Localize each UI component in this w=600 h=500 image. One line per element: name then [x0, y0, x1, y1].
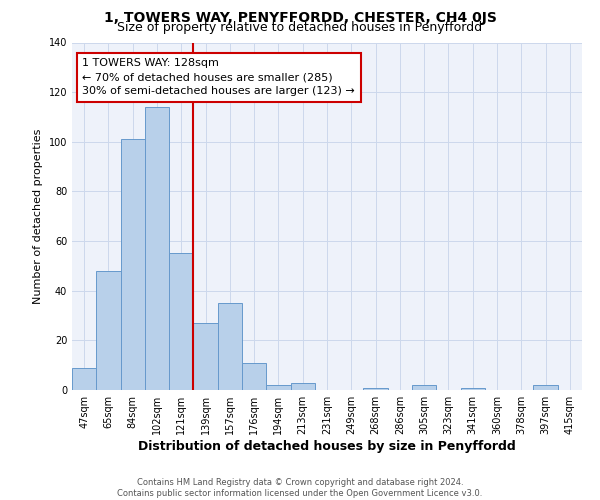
Y-axis label: Number of detached properties: Number of detached properties — [33, 128, 43, 304]
X-axis label: Distribution of detached houses by size in Penyffordd: Distribution of detached houses by size … — [138, 440, 516, 453]
Bar — [533, 385, 558, 390]
Bar — [412, 385, 436, 390]
Text: Contains HM Land Registry data © Crown copyright and database right 2024.
Contai: Contains HM Land Registry data © Crown c… — [118, 478, 482, 498]
Bar — [193, 323, 218, 390]
Bar — [121, 140, 145, 390]
Text: 1 TOWERS WAY: 128sqm
← 70% of detached houses are smaller (285)
30% of semi-deta: 1 TOWERS WAY: 128sqm ← 70% of detached h… — [82, 58, 355, 96]
Text: Size of property relative to detached houses in Penyffordd: Size of property relative to detached ho… — [118, 22, 482, 35]
Bar — [145, 107, 169, 390]
Bar — [96, 271, 121, 390]
Bar — [290, 382, 315, 390]
Bar — [364, 388, 388, 390]
Bar — [169, 254, 193, 390]
Bar — [242, 362, 266, 390]
Bar — [218, 303, 242, 390]
Text: 1, TOWERS WAY, PENYFFORDD, CHESTER, CH4 0JS: 1, TOWERS WAY, PENYFFORDD, CHESTER, CH4 … — [104, 11, 496, 25]
Bar — [461, 388, 485, 390]
Bar — [266, 385, 290, 390]
Bar — [72, 368, 96, 390]
